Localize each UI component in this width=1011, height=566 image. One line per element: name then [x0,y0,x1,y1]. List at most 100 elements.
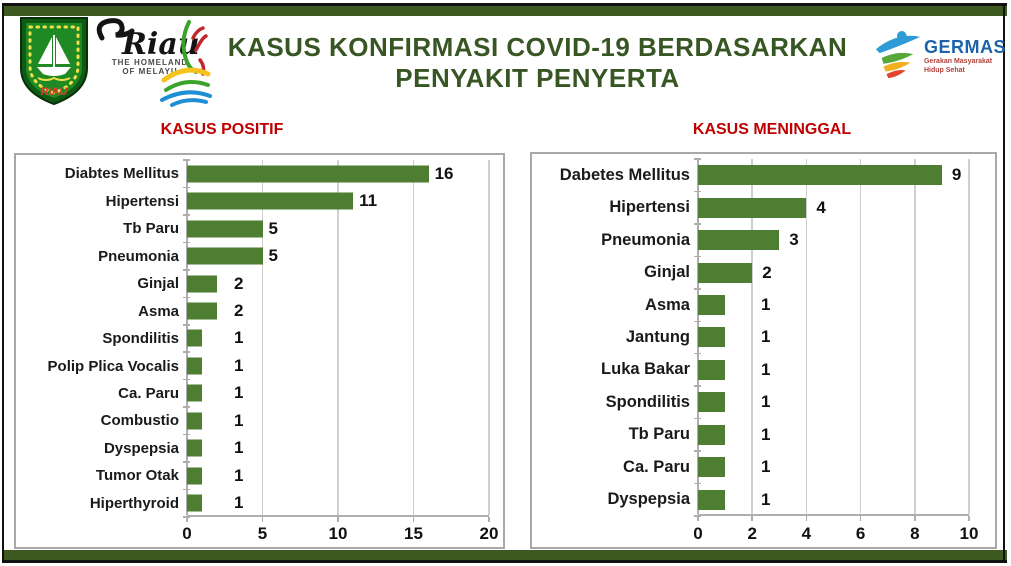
bar-value-label: 1 [234,465,244,485]
category-axis-tick [183,488,190,491]
riau-script-text: Riau [121,27,200,62]
category-axis-tick [183,378,190,381]
yellow-wave [161,67,211,83]
category-axis-tick [183,159,190,161]
bar-value-label: 1 [234,383,244,403]
category-axis-tick [183,406,190,408]
germas-figure-icon [875,31,921,79]
bar-row: 9 [698,159,969,191]
category-axis-tick [183,296,190,299]
category-label: Dyspepsia [607,490,690,509]
page-title-line2: PENYAKIT PENYERTA [395,62,680,93]
bar-row: 1 [187,407,489,434]
gridline [488,160,490,515]
boat-sail-right [56,37,70,64]
category-label: Hiperthyroid [89,494,179,512]
category-label: Dyspepsia [103,439,179,457]
boat-sail-left [38,37,52,64]
category-axis: Diabtes Mellitus Hipertensi Tb Paru Pneumon… [16,160,179,517]
bar-value-label: 11 [359,191,378,211]
bar [698,392,726,413]
bar-row: 11 [187,187,489,214]
bar-row: 2 [187,297,489,324]
category-axis-tick [183,214,190,216]
bar-row: 5 [187,215,489,242]
bar-row: 1 [698,289,969,321]
axis-tick [261,517,264,522]
category-axis-tick [183,433,190,436]
germas-logo: GERMAS Gerakan Masyarakat Hidup Sehat [872,26,1006,88]
value-axis-tick-label: 4 [801,524,812,543]
bar-value-label: 3 [789,230,799,250]
bar-value-label: 9 [951,165,962,185]
bar-value-label: 1 [234,438,244,458]
bar [187,384,203,402]
category-label: Luka Bakar [601,360,690,379]
bar-value-label: 4 [816,197,826,217]
category-label: Polip Plica Vocalis [47,357,179,375]
bar-row: 1 [698,354,969,386]
bar-row: 1 [187,490,489,517]
germas-subtitle-line1: Gerakan Masyarakat [923,58,993,66]
bar-row: 5 [187,242,489,269]
bar-value-label: 1 [234,355,244,375]
value-axis-tick-label: 0 [182,524,192,543]
bar [187,220,263,238]
bar [698,197,807,218]
bar-row: 1 [698,419,969,451]
axis-tick [751,516,753,521]
bar-value-label: 5 [268,218,278,238]
category-label: Dabetes Mellitus [559,165,690,184]
bar-value-label: 16 [434,163,454,183]
bar-value-label: 1 [761,489,771,509]
value-axis: 0 5 10 15 20 [182,517,498,547]
bar-value-label: 1 [761,359,771,379]
gridline [914,159,916,514]
blue-wave [160,90,212,107]
category-axis: Dabetes Mellitus Hipertensi Pneumonia Ginja… [532,159,690,516]
bar [187,439,203,457]
bar-row: 1 [698,484,969,516]
gridline [337,160,339,515]
bar [698,424,726,445]
category-axis-tick [694,288,701,290]
category-axis-tick [694,223,701,225]
category-label: Tb Paru [628,425,690,444]
category-axis-tick [183,324,190,326]
category-axis-tick [183,186,190,189]
plot-area: 16 11 5 5 2 2 1 1 1 1 1 1 1 [183,159,490,522]
gridline [859,159,862,514]
category-axis-tick [183,516,190,518]
axis-tick [914,516,916,521]
category-label: Ginjal [644,263,690,282]
bar [187,165,429,183]
value-axis-tick-label: 8 [910,524,920,543]
meninggal-chart-title: KASUS MENINGGAL [692,121,852,138]
bar [187,494,203,512]
value-axis-tick-label: 10 [959,524,979,543]
category-axis-tick [183,461,190,463]
bar-value-label: 1 [234,493,244,513]
category-label: Pneumonia [601,230,690,249]
axis-tick [805,516,808,521]
bar [187,329,203,347]
left-frame-line [2,3,4,563]
category-axis-tick [694,158,701,160]
value-axis-tick-label: 2 [747,524,757,543]
bar-row: 1 [187,435,489,462]
category-axis-tick [694,482,701,485]
category-label: Combustio [100,412,179,430]
bar [187,247,263,265]
bar-value-label: 1 [761,457,771,477]
category-axis-tick [694,450,701,452]
category-axis-tick [694,417,701,420]
gridline [805,159,808,514]
bar [698,165,942,186]
bar-row: 1 [187,462,489,489]
positif-chart-panel: Diabtes Mellitus Hipertensi Tb Paru Pneumon… [14,153,505,549]
category-axis-tick [694,255,701,258]
bar-row: 1 [187,380,489,407]
category-axis-tick [183,351,190,353]
category-label: Spondilitis [102,330,179,348]
